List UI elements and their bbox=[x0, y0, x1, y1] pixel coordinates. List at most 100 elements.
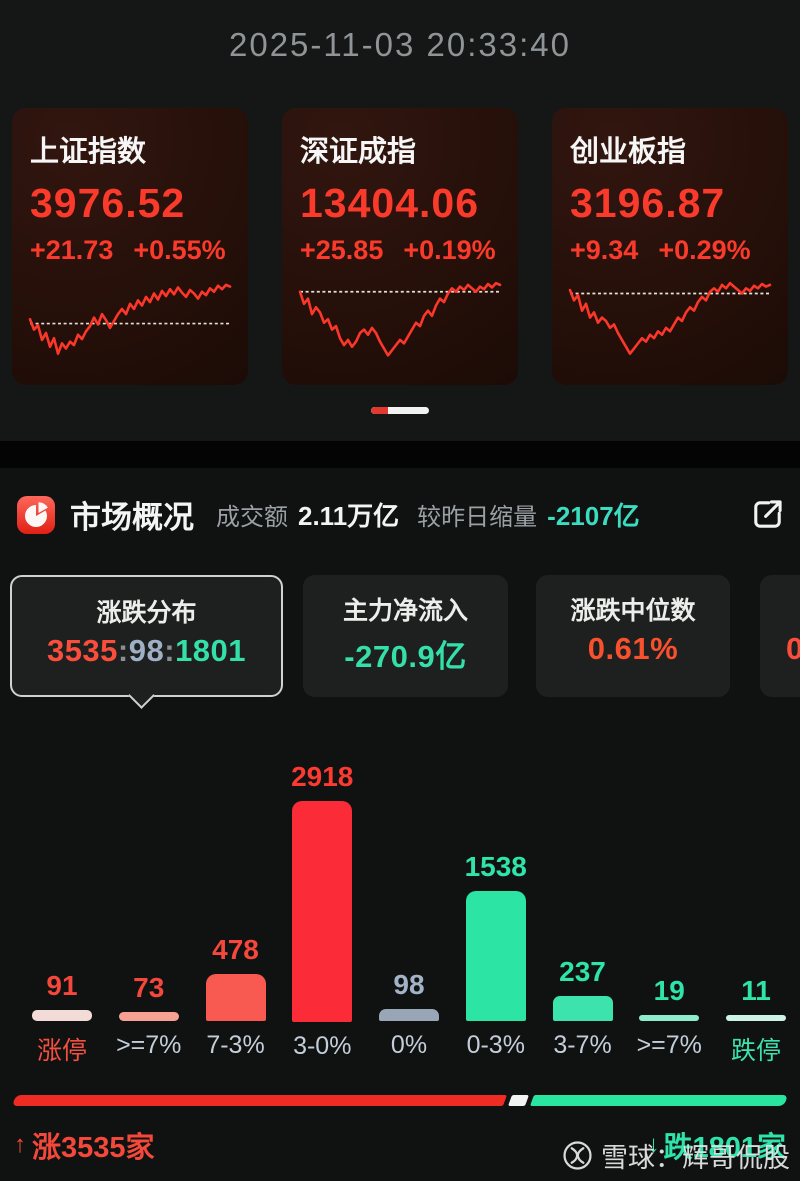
tab-partial-offscreen[interactable]: 0 bbox=[760, 575, 800, 697]
pie-chart-icon bbox=[17, 495, 55, 534]
market-overview-header: 市场概况 成交额 2.11万亿 较昨日缩量 -2107亿 bbox=[0, 468, 800, 537]
flat-count: 98 bbox=[128, 633, 165, 668]
ratio-divider-slash bbox=[507, 1095, 529, 1106]
bar bbox=[726, 1015, 786, 1021]
bar bbox=[205, 974, 266, 1021]
bar bbox=[292, 801, 353, 1023]
tab-median-change[interactable]: 涨跌中位数 0.61% bbox=[536, 575, 730, 697]
turnover-label: 成交额 bbox=[216, 504, 288, 531]
section-divider bbox=[0, 441, 800, 468]
selected-tab-caret bbox=[128, 682, 155, 709]
bar-axis-label: >=7% bbox=[116, 1031, 182, 1059]
bar-value: 237 bbox=[559, 956, 606, 987]
index-name: 创业板指 bbox=[570, 136, 687, 168]
bar-value: 73 bbox=[133, 972, 165, 1003]
bar-axis-label: 3-0% bbox=[293, 1032, 352, 1061]
index-name: 上证指数 bbox=[30, 136, 147, 168]
carousel-indicator[interactable] bbox=[371, 407, 429, 414]
chart-column-0-3: 1538 0-3% bbox=[464, 761, 528, 1067]
bar bbox=[118, 1012, 179, 1021]
advance-bar bbox=[12, 1095, 507, 1106]
stat-tabs-row: 涨跌分布 3535:98:1801 主力净流入 -270.9亿 涨跌中位数 0.… bbox=[0, 575, 800, 709]
tab-updown-distribution[interactable]: 涨跌分布 3535:98:1801 bbox=[10, 575, 283, 709]
bar-value: 2918 bbox=[291, 761, 354, 792]
index-change-pct: +0.19% bbox=[403, 235, 496, 265]
shrink-value: -2107亿 bbox=[547, 501, 640, 531]
counts-row: ↑ 涨3535家 ↓ 跌1801家 bbox=[14, 1124, 786, 1166]
turnover-value: 2.11万亿 bbox=[298, 501, 400, 531]
shrink-label: 较昨日缩量 bbox=[417, 504, 538, 531]
index-name: 深证成指 bbox=[300, 136, 417, 168]
updown-distribution-chart: 91 涨停 73 >=7% 478 7-3% 2918 3-0% 98 bbox=[0, 761, 800, 1067]
chart-column-limit-up: 91 涨停 bbox=[30, 761, 94, 1067]
bar-axis-label: 0-3% bbox=[466, 1031, 525, 1059]
bar-axis-label: 3-7% bbox=[553, 1031, 612, 1059]
stat-title: 涨跌中位数 bbox=[570, 597, 696, 625]
index-sparkline bbox=[570, 278, 770, 364]
chart-column-ge7: 73 >=7% bbox=[116, 761, 182, 1067]
index-sparkline bbox=[300, 278, 500, 364]
chart-column-3-0: 2918 3-0% bbox=[290, 761, 354, 1067]
index-cards-row: 上证指数 3976.52 +21.73 +0.55% 深证成指 13404.06… bbox=[0, 108, 800, 385]
bar bbox=[552, 996, 613, 1021]
watermark-text: 雪球：辉哥侃股 bbox=[601, 1143, 790, 1173]
index-sparkline bbox=[30, 278, 230, 364]
index-price: 3196.87 bbox=[570, 180, 726, 226]
bar-axis-label: 跌停 bbox=[730, 1037, 781, 1065]
bar-axis-label: 0% bbox=[390, 1031, 428, 1059]
stat-value: -270.9亿 bbox=[344, 639, 467, 674]
tab-main-net-inflow[interactable]: 主力净流入 -270.9亿 bbox=[303, 575, 508, 697]
chart-column-limit-down: 11 跌停 bbox=[724, 761, 788, 1067]
index-change: +21.73 +0.55% bbox=[30, 235, 230, 266]
index-section: 2025-11-03 20:33:40 上证指数 3976.52 +21.73 … bbox=[0, 0, 800, 441]
stat-title: 涨跌分布 bbox=[96, 599, 197, 627]
chart-column-flat: 98 0% bbox=[377, 761, 441, 1067]
stat-value: 0.61% bbox=[587, 631, 679, 666]
chart-column-3-7: 237 3-7% bbox=[551, 761, 615, 1067]
xueqiu-logo-icon bbox=[563, 1141, 592, 1170]
chart-column-le7: 19 >=7% bbox=[636, 761, 702, 1067]
index-change-abs: +25.85 bbox=[300, 235, 384, 265]
decline-bar bbox=[529, 1095, 788, 1106]
index-card-shenzhen[interactable]: 深证成指 13404.06 +25.85 +0.19% bbox=[282, 108, 518, 385]
bar-value: 19 bbox=[653, 975, 685, 1006]
advance-decline-ratio-bar bbox=[12, 1095, 788, 1106]
decliners-count: ↓ 跌1801家 bbox=[647, 1131, 786, 1164]
bar bbox=[32, 1010, 92, 1021]
bar-value: 11 bbox=[741, 975, 771, 1006]
index-card-shanghai[interactable]: 上证指数 3976.52 +21.73 +0.55% bbox=[12, 108, 248, 385]
up-count: 3535 bbox=[46, 633, 118, 668]
bar-value: 91 bbox=[46, 970, 78, 1001]
stat-title: 主力净流入 bbox=[342, 597, 468, 625]
stat-value: 3535:98:1801 bbox=[46, 633, 247, 668]
up-arrow-icon: ↑ bbox=[14, 1131, 26, 1158]
stat-title bbox=[760, 591, 800, 621]
bar bbox=[379, 1009, 439, 1021]
down-arrow-icon: ↓ bbox=[647, 1131, 660, 1158]
timestamp: 2025-11-03 20:33:40 bbox=[229, 26, 571, 63]
index-price: 13404.06 bbox=[300, 180, 480, 226]
market-overview-section: 市场概况 成交额 2.11万亿 较昨日缩量 -2107亿 涨跌分布 3535:9… bbox=[0, 468, 800, 1181]
index-change-abs: +21.73 bbox=[30, 235, 114, 265]
bar bbox=[465, 891, 526, 1021]
carousel-indicator-active bbox=[371, 407, 388, 414]
index-change-abs: +9.34 bbox=[570, 235, 639, 265]
bar-value: 98 bbox=[393, 969, 425, 1000]
bar-axis-label: >=7% bbox=[636, 1031, 702, 1059]
bar-value: 478 bbox=[212, 934, 259, 965]
bar-axis-label: 涨停 bbox=[36, 1037, 87, 1065]
stat-value: 0 bbox=[786, 631, 800, 666]
external-link-icon[interactable] bbox=[749, 496, 786, 533]
advancers-count: ↑ 涨3535家 bbox=[14, 1131, 155, 1164]
index-change: +9.34 +0.29% bbox=[570, 235, 770, 266]
index-change: +25.85 +0.19% bbox=[300, 235, 500, 266]
down-count: 1801 bbox=[175, 633, 247, 668]
bar bbox=[639, 1015, 700, 1021]
bar-value: 1538 bbox=[464, 851, 527, 882]
index-card-chinext[interactable]: 创业板指 3196.87 +9.34 +0.29% bbox=[552, 108, 788, 385]
section-title: 市场概况 bbox=[70, 500, 194, 535]
index-change-pct: +0.29% bbox=[658, 235, 751, 265]
bar-axis-label: 7-3% bbox=[206, 1031, 265, 1059]
index-price: 3976.52 bbox=[30, 180, 186, 226]
